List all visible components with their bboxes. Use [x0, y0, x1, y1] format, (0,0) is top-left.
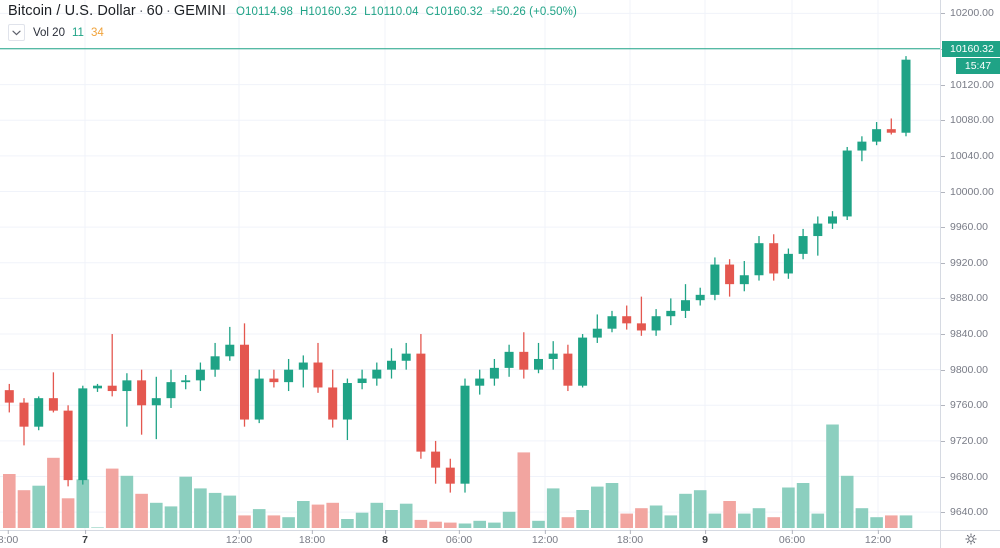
price-tick-label: 10000.00 — [941, 186, 1000, 198]
bar-countdown-badge: 15:47 — [956, 57, 1000, 74]
price-tick-label: 10200.00 — [941, 7, 1000, 19]
chevron-down-icon[interactable] — [8, 24, 25, 41]
candlesticks — [4, 56, 911, 493]
price-tick-label: 10040.00 — [941, 150, 1000, 162]
candlestick-chart-svg — [0, 0, 940, 530]
time-tick-label: 12:00 — [864, 530, 892, 546]
price-tick-label: 10080.00 — [941, 114, 1000, 126]
time-tick-label: 06:00 — [778, 530, 806, 546]
price-tick-label: 9680.00 — [941, 471, 1000, 483]
horizontal-gridlines — [0, 12, 940, 513]
gear-icon — [964, 533, 977, 545]
price-axis[interactable]: 10200.0010160.0010120.0010080.0010040.00… — [940, 0, 1000, 530]
current-price-badge: 10160.32 — [942, 40, 1000, 57]
price-tick-label: 9720.00 — [941, 435, 1000, 447]
time-tick-label: 8 — [382, 530, 388, 546]
time-tick-label: 9 — [702, 530, 708, 546]
price-tick-label: 9960.00 — [941, 221, 1000, 233]
chart-plot-area[interactable] — [0, 0, 940, 530]
time-tick-label: 18:00 — [616, 530, 644, 546]
chart-settings-button[interactable] — [940, 530, 1000, 548]
price-tick-label: 9800.00 — [941, 364, 1000, 376]
price-tick-label: 9640.00 — [941, 506, 1000, 518]
price-tick-label: 9880.00 — [941, 292, 1000, 304]
time-tick-label: 18:00 — [298, 530, 326, 546]
time-tick-label: 06:00 — [445, 530, 473, 546]
price-tick-label: 9840.00 — [941, 328, 1000, 340]
time-tick-label: 7 — [82, 530, 88, 546]
time-tick-label: 12:00 — [531, 530, 559, 546]
price-tick-label: 9920.00 — [941, 257, 1000, 269]
time-tick-label: 12:00 — [225, 530, 253, 546]
time-axis[interactable]: 8:00 7 12:00 18:00 8 06:00 12:00 18:00 9 06:00 12:… — [0, 530, 1000, 548]
volume-bars — [3, 424, 913, 528]
price-tick-label: 10120.00 — [941, 79, 1000, 91]
price-tick-label: 9760.00 — [941, 399, 1000, 411]
time-tick-label: 8:00 — [0, 530, 18, 546]
